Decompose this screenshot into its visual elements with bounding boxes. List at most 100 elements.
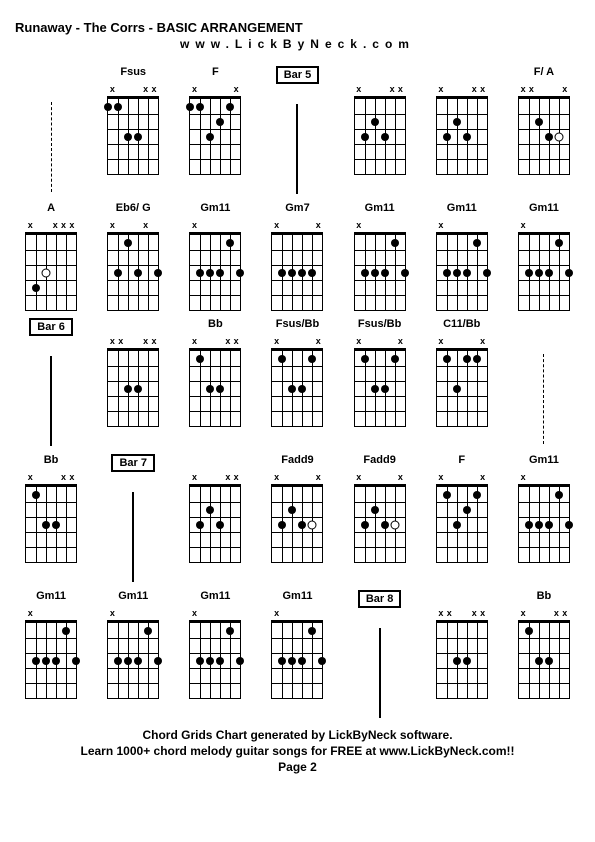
chord-diagram: x <box>516 220 571 310</box>
chord-label: F <box>458 454 465 470</box>
finger-dot <box>473 491 481 499</box>
chord-cell: Fxx <box>180 66 250 194</box>
finger-dot <box>206 269 214 277</box>
string-markers: xx <box>190 84 240 94</box>
song-title: Runaway - The Corrs - BASIC ARRANGEMENT <box>15 20 580 35</box>
finger-dot <box>401 269 409 277</box>
string-markers: xxx <box>519 608 569 618</box>
chord-diagram: xxxx <box>106 336 161 426</box>
fretboard <box>436 96 488 175</box>
chord-cell: Gm7 xx <box>262 202 332 310</box>
fretboard <box>271 620 323 699</box>
finger-dot <box>391 239 399 247</box>
finger-dot <box>216 521 224 529</box>
fretboard <box>436 348 488 427</box>
finger-dot <box>42 521 50 529</box>
finger-dot <box>555 239 563 247</box>
finger-dot <box>463 355 471 363</box>
chord-cell: Fsusxxx <box>98 66 168 194</box>
bar-cell: Bar 7 <box>98 454 168 582</box>
finger-dot <box>186 103 194 111</box>
chord-diagram: x <box>352 220 407 310</box>
finger-dot <box>154 269 162 277</box>
chord-diagram: x <box>188 220 243 310</box>
fretboard <box>189 348 241 427</box>
finger-dot <box>226 627 234 635</box>
chord-label: Fsus/Bb <box>276 318 319 334</box>
chord-cell: xxxx <box>427 590 497 718</box>
finger-dot <box>545 521 553 529</box>
finger-dot <box>134 385 142 393</box>
chord-label: Eb6/ G <box>116 202 151 218</box>
finger-dot <box>124 657 132 665</box>
finger-dot <box>381 521 389 529</box>
chord-label: Fsus/Bb <box>358 318 401 334</box>
finger-dot <box>196 269 204 277</box>
finger-dot <box>196 657 204 665</box>
string-markers: xx <box>355 336 405 346</box>
string-markers: xxxx <box>108 336 158 346</box>
finger-dot <box>453 385 461 393</box>
finger-dot <box>216 269 224 277</box>
chord-label: Bb <box>537 590 552 606</box>
finger-dot <box>308 627 316 635</box>
finger-dot <box>114 269 122 277</box>
bar-label: Bar 5 <box>276 66 320 84</box>
finger-dot <box>371 269 379 277</box>
string-markers: xx <box>272 220 322 230</box>
finger-dot <box>216 657 224 665</box>
finger-dot <box>545 657 553 665</box>
fretboard <box>518 484 570 563</box>
finger-dot <box>236 269 244 277</box>
chord-diagram: xx <box>352 472 407 562</box>
finger-dot <box>565 521 573 529</box>
chord-diagram: xxx <box>516 608 571 698</box>
finger-dot <box>308 269 316 277</box>
finger-dot <box>216 118 224 126</box>
fretboard <box>354 232 406 311</box>
finger-dot <box>308 355 316 363</box>
finger-dot <box>52 521 60 529</box>
finger-dot <box>288 269 296 277</box>
finger-dot <box>453 657 461 665</box>
string-markers: x <box>355 220 405 230</box>
finger-dot <box>463 506 471 514</box>
finger-dot <box>381 133 389 141</box>
chord-cell: Bbxxx <box>16 454 86 582</box>
chord-diagram: xxx <box>188 336 243 426</box>
finger-dot <box>361 269 369 277</box>
fretboard <box>271 232 323 311</box>
chord-cell: Gm11x <box>345 202 415 310</box>
string-markers: xxx <box>190 336 240 346</box>
dashed-cell <box>509 318 579 446</box>
finger-dot <box>453 118 461 126</box>
finger-dot <box>318 657 326 665</box>
fretboard <box>436 232 488 311</box>
string-markers: xxx <box>26 472 76 482</box>
bar-divider <box>379 628 381 718</box>
open-dot <box>42 268 51 277</box>
finger-dot <box>371 506 379 514</box>
fretboard <box>107 232 159 311</box>
finger-dot <box>288 657 296 665</box>
chord-label: Fadd9 <box>281 454 313 470</box>
chord-label: Gm7 <box>285 202 309 218</box>
chord-cell: Axxxx <box>16 202 86 310</box>
finger-dot <box>226 239 234 247</box>
finger-dot <box>114 103 122 111</box>
finger-dot <box>32 284 40 292</box>
chord-label: C11/Bb <box>443 318 480 334</box>
finger-dot <box>298 385 306 393</box>
chord-cell: F/ Axxx <box>509 66 579 194</box>
chord-diagram: xxxx <box>434 608 489 698</box>
finger-dot <box>236 657 244 665</box>
fretboard <box>189 232 241 311</box>
string-markers: xx <box>272 336 322 346</box>
finger-dot <box>443 355 451 363</box>
string-markers: x <box>190 608 240 618</box>
finger-dot <box>216 385 224 393</box>
page-container: Runaway - The Corrs - BASIC ARRANGEMENT … <box>0 0 595 796</box>
finger-dot <box>72 657 80 665</box>
chord-label: Fsus <box>120 66 146 82</box>
chord-cell: Gm11x <box>16 590 86 718</box>
